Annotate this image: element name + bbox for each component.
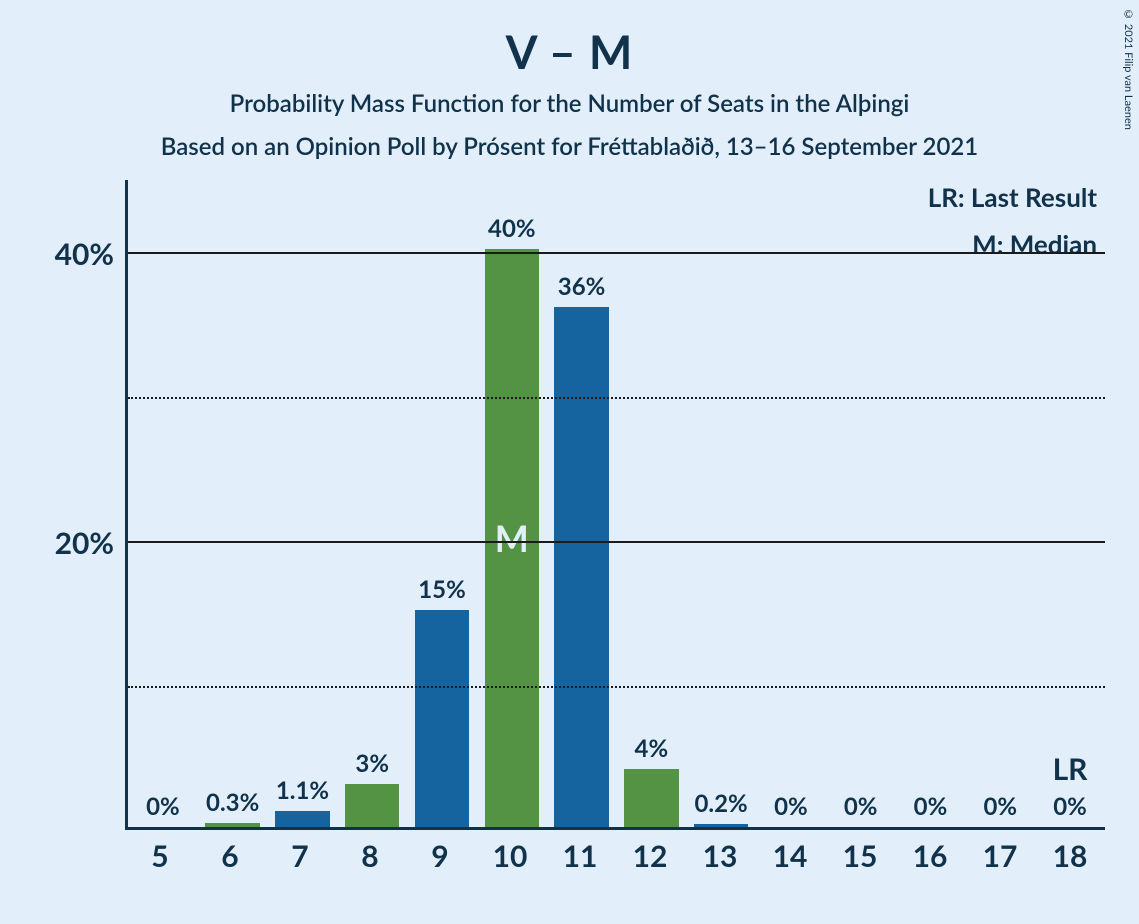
grid-major: 40% xyxy=(128,252,1105,254)
chart-title: V – M xyxy=(0,24,1139,79)
bar: 40%M xyxy=(485,249,539,827)
bar: 3% xyxy=(345,784,399,827)
lr-marker: LR xyxy=(1053,751,1088,787)
y-tick-label: 40% xyxy=(55,236,114,272)
bar-value-label: 0% xyxy=(1053,792,1087,821)
bar-value-label: 0% xyxy=(844,792,878,821)
x-tick-label: 13 xyxy=(685,838,755,874)
x-axis: 56789101112131415161718 xyxy=(125,838,1105,874)
bar-value-label: 0.2% xyxy=(695,789,748,818)
chart-area: LR: Last Result M: Median 0%0.3%1.1%3%15… xyxy=(40,180,1110,890)
bars-container: 0%0.3%1.1%3%15%40%M36%4%0.2%0%0%0%0%LR0% xyxy=(128,180,1105,827)
plot-area: LR: Last Result M: Median 0%0.3%1.1%3%15… xyxy=(125,180,1105,830)
x-tick-label: 18 xyxy=(1035,838,1105,874)
bar-value-label: 0% xyxy=(774,792,808,821)
grid-major: 20% xyxy=(128,541,1105,543)
bar: 15% xyxy=(415,610,469,827)
x-tick-label: 12 xyxy=(615,838,685,874)
bar: 0.3% xyxy=(205,823,259,827)
bar-slot: 3% xyxy=(337,180,407,827)
x-tick-label: 7 xyxy=(265,838,335,874)
bar-slot: LR 0% xyxy=(1035,180,1105,827)
grid-minor xyxy=(128,397,1105,399)
y-tick-label: 20% xyxy=(55,525,114,561)
x-tick-label: 17 xyxy=(965,838,1035,874)
bar-slot: 40% M xyxy=(477,180,547,827)
x-tick-label: 6 xyxy=(195,838,265,874)
chart-titles: V – M Probability Mass Function for the … xyxy=(0,0,1139,161)
bar-slot: 1.1% xyxy=(268,180,338,827)
x-tick-label: 10 xyxy=(475,838,545,874)
grid-minor xyxy=(128,686,1105,688)
x-tick-label: 8 xyxy=(335,838,405,874)
bar-value-label: 3% xyxy=(355,749,389,778)
bar-slot: 0% xyxy=(826,180,896,827)
bar-value-label: 40% xyxy=(488,214,536,243)
bar-value-label: 0.3% xyxy=(206,788,259,817)
x-tick-label: 9 xyxy=(405,838,475,874)
bar-slot: 4% xyxy=(616,180,686,827)
bar-value-label: 0% xyxy=(914,792,948,821)
x-tick-label: 5 xyxy=(125,838,195,874)
bar-slot: 0% xyxy=(896,180,966,827)
bar-value-label: 15% xyxy=(418,575,466,604)
x-tick-label: 14 xyxy=(755,838,825,874)
bar-value-label: 4% xyxy=(635,734,669,763)
chart-subtitle-2: Based on an Opinion Poll by Prósent for … xyxy=(0,132,1139,161)
bar-slot: 0% xyxy=(128,180,198,827)
x-tick-label: 11 xyxy=(545,838,615,874)
chart-subtitle-1: Probability Mass Function for the Number… xyxy=(0,89,1139,118)
x-tick-label: 15 xyxy=(825,838,895,874)
bar: 4% xyxy=(624,769,678,827)
bar-slot: 0% xyxy=(965,180,1035,827)
copyright-text: © 2021 Filip van Laenen xyxy=(1122,8,1135,130)
bar-value-label: 1.1% xyxy=(276,776,329,805)
bar-value-label: 0% xyxy=(146,792,180,821)
bar-value-label: 36% xyxy=(558,272,606,301)
bar: 36% xyxy=(554,307,608,827)
bar-value-label: 0% xyxy=(983,792,1017,821)
bar-slot: 0.3% xyxy=(198,180,268,827)
bar-slot: 36% xyxy=(547,180,617,827)
bar: 0.2% xyxy=(694,824,748,827)
bar: 1.1% xyxy=(275,811,329,827)
median-marker: M xyxy=(495,516,529,560)
x-tick-label: 16 xyxy=(895,838,965,874)
bar-slot: 15% xyxy=(407,180,477,827)
bar-slot: 0% xyxy=(756,180,826,827)
bar-slot: 0.2% xyxy=(686,180,756,827)
